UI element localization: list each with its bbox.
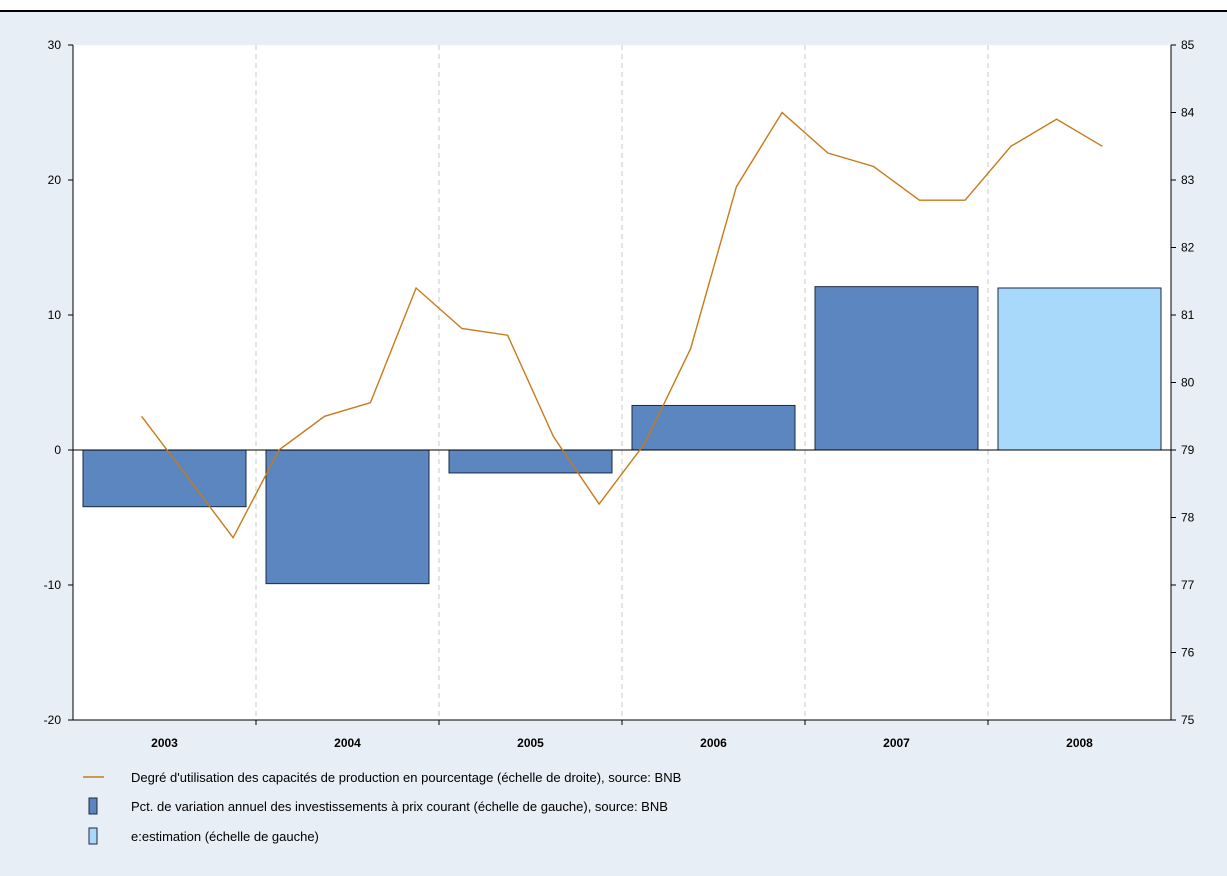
left-tick-label: 30 (48, 38, 62, 52)
left-tick-label: 0 (54, 443, 61, 457)
bar-2004 (265, 449, 430, 585)
category-label-2004: 2004 (334, 736, 361, 750)
right-tick-label: 79 (1181, 443, 1195, 457)
legend-bar-swatch (88, 797, 98, 815)
year-separators (255, 45, 989, 725)
category-label-2007: 2007 (883, 736, 910, 750)
legend-estimate-swatch (88, 827, 98, 845)
capacity-utilisation-line (141, 111, 1103, 540)
bars-group (82, 286, 1162, 585)
right-tick-label: 83 (1181, 173, 1195, 187)
right-tick-label: 82 (1181, 241, 1195, 255)
right-tick-label: 76 (1181, 646, 1195, 660)
category-label-2006: 2006 (700, 736, 727, 750)
right-tick-label: 84 (1181, 106, 1195, 120)
bar-2005 (448, 449, 613, 474)
right-tick-label: 80 (1181, 376, 1195, 390)
category-labels: 2003 2004 2005 2006 2007 2008 (151, 736, 1093, 750)
legend-label-estimate: e:estimation (échelle de gauche) (131, 829, 319, 844)
left-tick-label: 20 (48, 173, 62, 187)
legend-label-line: Degré d'utilisation des capacités de pro… (131, 770, 681, 785)
left-tick-label: -10 (44, 578, 62, 592)
right-tick-label: 77 (1181, 578, 1195, 592)
bar-2006 (631, 404, 796, 451)
legend: Degré d'utilisation des capacités de pro… (83, 770, 681, 845)
bar-2003 (82, 449, 247, 508)
bar-2007 (814, 286, 979, 451)
left-tick-label: -20 (44, 713, 62, 727)
category-label-2008: 2008 (1066, 736, 1093, 750)
legend-label-bar: Pct. de variation annuel des investissem… (131, 799, 668, 814)
bar-2008 (997, 287, 1162, 451)
left-tick-label: 10 (48, 308, 62, 322)
left-axis-ticks: 30 20 10 0 -10 -20 (44, 38, 73, 727)
right-tick-label: 78 (1181, 511, 1195, 525)
right-tick-label: 85 (1181, 38, 1195, 52)
right-axis-ticks: 85 84 83 82 81 80 79 78 77 76 75 (1171, 38, 1195, 727)
right-tick-label: 75 (1181, 713, 1195, 727)
category-label-2005: 2005 (517, 736, 544, 750)
right-tick-label: 81 (1181, 308, 1195, 322)
category-label-2003: 2003 (151, 736, 178, 750)
